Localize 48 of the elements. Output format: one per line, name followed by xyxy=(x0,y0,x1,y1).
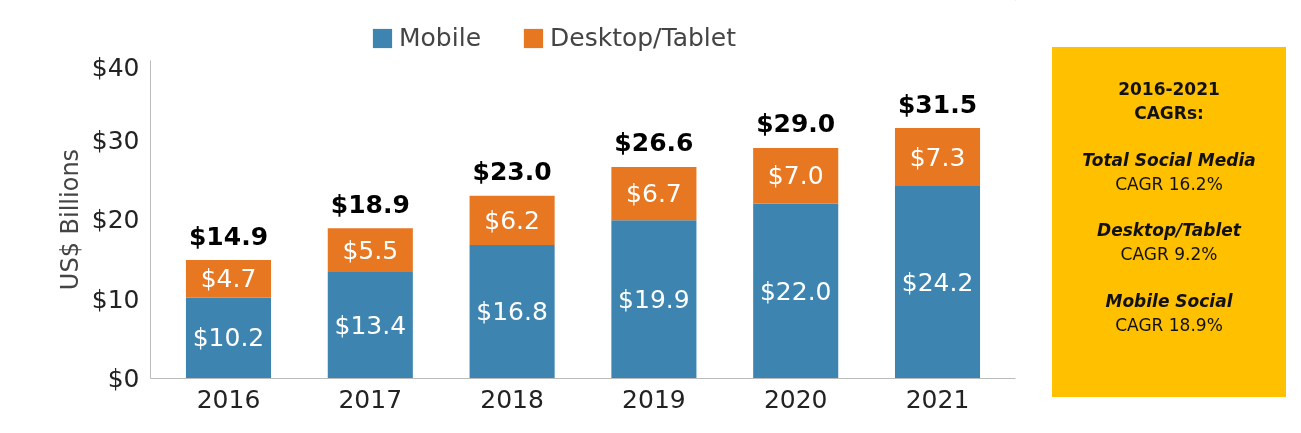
data-label: $7.0 xyxy=(767,161,824,191)
data-label: $13.4 xyxy=(334,310,407,340)
total-label: $26.6 xyxy=(614,128,694,158)
y-tick-label: $20 xyxy=(91,205,140,234)
total-label: $14.9 xyxy=(188,221,269,251)
y-tick-label: $0 xyxy=(107,364,140,393)
y-tick-label: $30 xyxy=(91,125,140,155)
bar xyxy=(611,167,697,221)
text: CAGR 9.2% xyxy=(1119,243,1219,267)
x-tick-label: 2021 xyxy=(905,384,970,414)
data-label: $16.8 xyxy=(476,297,548,327)
data-label: $7.3 xyxy=(909,142,966,172)
bar xyxy=(327,271,413,379)
x-tick-label: 2016 xyxy=(196,384,261,414)
data-label: $6.2 xyxy=(484,205,540,235)
bar xyxy=(611,220,697,379)
data-label: $6.7 xyxy=(626,179,682,209)
data-label: $24.2 xyxy=(901,267,974,297)
x-tick-label: 2017 xyxy=(338,384,403,414)
text: 2016-2021 CAGRs: xyxy=(1117,78,1221,126)
data-label: $22.0 xyxy=(759,276,832,306)
bar xyxy=(753,203,839,379)
data-label: $5.5 xyxy=(342,235,399,265)
legend-label: Desktop/Tablet xyxy=(550,23,736,52)
data-label: $4.7 xyxy=(200,264,257,294)
bar xyxy=(469,244,555,379)
x-tick-label: 2018 xyxy=(480,384,544,414)
y-axis-title: US$ Billions xyxy=(55,148,84,291)
text: Mobile Social xyxy=(1104,289,1234,313)
total-label: $29.0 xyxy=(756,109,836,139)
data-label: $10.2 xyxy=(192,323,265,353)
x-tick-label: 2019 xyxy=(622,384,686,414)
text: Total Social Media xyxy=(1081,148,1257,172)
text: CAGR 18.9% xyxy=(1114,313,1224,337)
bar xyxy=(894,186,981,379)
bar xyxy=(185,297,272,379)
text: Desktop/Tablet xyxy=(1096,219,1243,243)
legend-label: Mobile xyxy=(399,23,482,52)
x-tick-label: 2020 xyxy=(763,384,828,414)
total-label: $23.0 xyxy=(472,157,552,187)
data-label: $19.9 xyxy=(618,284,690,314)
total-label: $31.5 xyxy=(897,89,978,119)
y-tick-label: $40 xyxy=(91,52,140,82)
bar xyxy=(753,147,839,204)
bar xyxy=(894,128,981,187)
y-tick-label: $10 xyxy=(91,284,140,314)
text: CAGR 16.2% xyxy=(1114,172,1224,196)
total-label: $18.9 xyxy=(330,189,410,219)
